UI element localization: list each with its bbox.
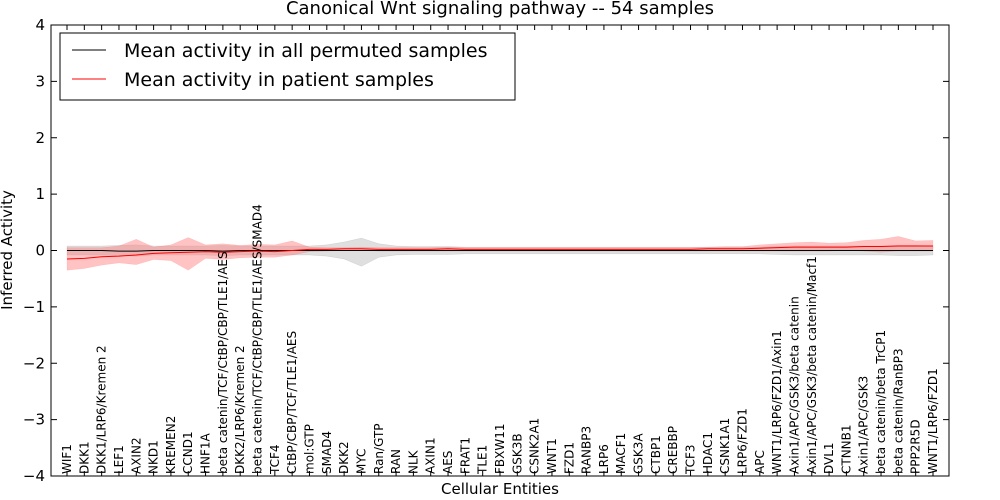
x-tick-label: RAN [389,449,403,474]
x-tick-label: TLE1 [476,445,490,475]
y-tick-label: −1 [23,298,45,316]
y-tick-label: 4 [35,16,45,34]
y-tick-label: 0 [35,242,45,260]
plot-frame [50,24,950,477]
legend-box [59,32,516,101]
y-tick-label: 2 [35,129,45,147]
x-tick-label: AES [441,451,455,474]
x-tick-label: CtBP/CBP/TCF/TLE1/AES [285,331,299,474]
x-tick-label: DKK2/LRP6/Kremen 2 [233,345,247,474]
x-tick-label: CTNNB1 [839,424,853,474]
x-tick-label: beta catenin/TCF/CtBP/CBP/TLE1/AES [216,251,230,474]
x-tick-label: DVL1 [822,442,836,474]
x-tick-label: beta catenin/RanBP3 [891,348,905,474]
x-tick-label: DKK2 [337,441,351,474]
y-tick-label: −2 [23,354,45,372]
x-tick-label: APC [753,450,767,474]
y-axis-label: Inferred Activity [0,190,16,310]
x-tick-label: FZD1 [562,442,576,474]
x-tick-label: PPP2R5D [909,419,923,474]
chart-title: Canonical Wnt signaling pathway -- 54 sa… [286,0,714,19]
x-tick-label: Ran/GTP [372,423,386,474]
x-tick-label: FBXW11 [493,424,507,475]
x-tick-label: WIF1 [60,444,74,474]
x-tick-labels: WIF1 DKK1 DKK1/LRP6/Kremen 2 LEF1 AXIN2 NKD1 K… [60,204,940,475]
x-tick-label: WNT1/LRP6/FZD1/Axin1 [770,330,784,474]
x-tick-label: MACF1 [614,433,628,474]
x-tick-label: DKK1/LRP6/Kremen 2 [95,345,109,474]
x-tick-label: GSK3A [632,433,646,474]
y-tick-label: −3 [23,411,45,429]
x-tick-label: AXIN2 [129,437,143,474]
x-tick-label: LEF1 [112,445,126,474]
x-axis-label: Cellular Entities [441,480,559,498]
x-tick-label: Axin1/APC/GSK3/beta catenin/Macf1 [805,256,819,474]
x-tick-label: LRP6/FZD1 [735,408,749,474]
x-tick-label: WNT1 [545,438,559,474]
x-tick-label: KREMEN2 [164,416,178,474]
x-tick-label: CSNK2A1 [528,418,542,474]
x-tick-label: NLK [406,449,420,474]
confidence-bands [66,236,934,271]
x-tick-label: CTBP1 [649,435,663,474]
legend: Mean activity in all permuted samples Me… [59,32,516,101]
x-tick-label: beta catenin/beta TrCP1 [874,330,888,474]
band-permuted [66,237,934,267]
x-tick-label: RANBP3 [580,426,594,474]
line-permuted [67,250,933,252]
x-tick-label: AXIN1 [424,437,438,474]
plot-area [50,24,950,477]
legend-label-permuted: Mean activity in all permuted samples [124,40,487,62]
x-tick-label: SMAD4 [320,431,334,474]
y-tick-label: −4 [23,467,45,485]
x-tick-label: Axin1/APC/GSK3 [857,376,871,474]
x-tick-label: CSNK1A1 [718,418,732,474]
x-tick-label: DKK1 [77,441,91,474]
line-patient [66,245,933,260]
legend-label-patient: Mean activity in patient samples [124,69,434,91]
x-tick-label: TCF4 [268,444,282,475]
x-tick-label: WNT1/LRP6/FZD1 [926,368,940,474]
x-tick-label: beta catenin/TCF/CtBP/CBP/TLE1/AES/SMAD4 [251,204,265,474]
y-tick-label: 3 [35,72,45,90]
y-tick-label: 1 [35,185,45,203]
x-tick-label: Axin1/APC/GSK3/beta catenin [787,296,801,474]
axis-ticks [51,24,949,477]
x-tick-label: CREBBP [666,426,680,474]
x-tick-label: GSK3B [510,433,524,474]
x-tick-label: MYC [354,449,368,474]
x-tick-label: NKD1 [147,440,161,474]
x-tick-label: mol:GTP [302,424,316,474]
x-tick-label: LRP6 [597,444,611,474]
x-tick-label: FRAT1 [458,437,472,474]
x-tick-label: CCND1 [181,431,195,474]
x-tick-label: HDAC1 [701,432,715,474]
x-tick-label: HNF1A [199,432,213,474]
y-tick-labels: 4 3 2 1 0 −1 −2 −3 −4 [23,16,45,485]
x-tick-label: TCF3 [684,444,698,475]
series-lines [66,245,933,260]
